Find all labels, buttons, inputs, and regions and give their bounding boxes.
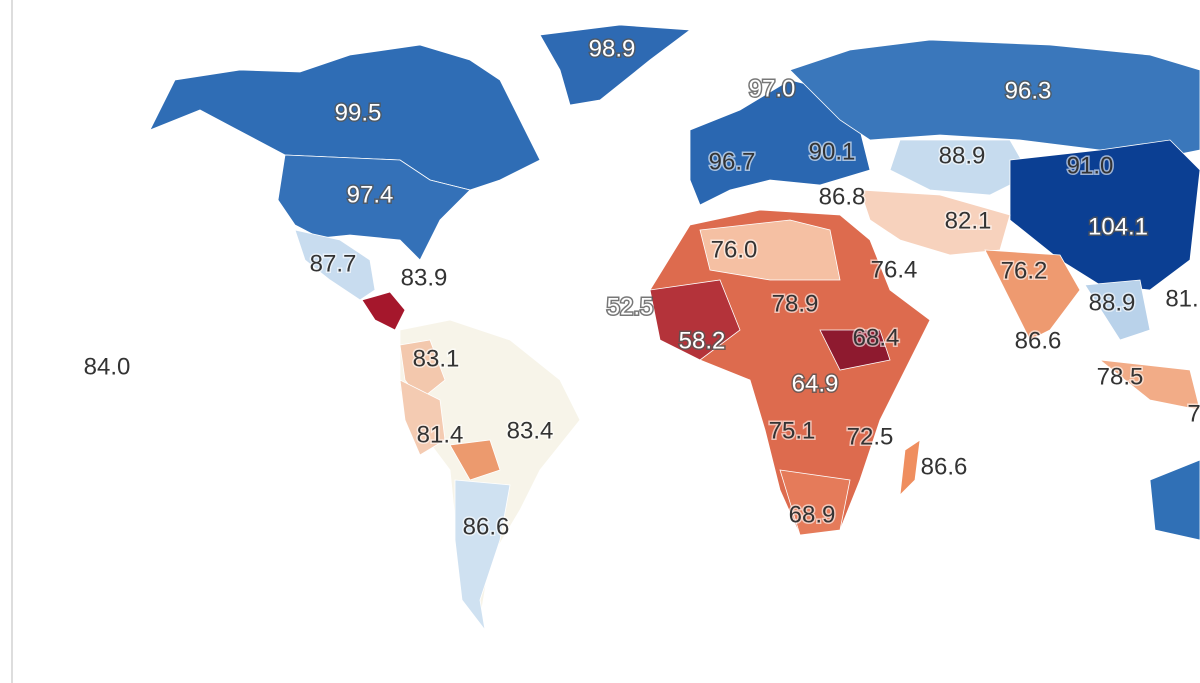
north-africa [699, 219, 841, 281]
west-africa [649, 279, 741, 361]
europe [689, 79, 871, 206]
value-label: 86.6 [1015, 327, 1062, 354]
bolivia [449, 439, 501, 481]
value-label: 90.1 [809, 138, 856, 165]
value-label: 98.9 [589, 35, 636, 62]
value-label: 88.9 [939, 142, 986, 169]
middle-east [859, 189, 1011, 256]
value-label: 104.1 [1088, 213, 1148, 240]
peru [399, 379, 446, 456]
value-label: 86.6 [463, 513, 510, 540]
sudan [819, 329, 891, 371]
value-label: 52.5 [607, 293, 654, 320]
value-label: 96.3 [1005, 77, 1052, 104]
value-label: 97.0 [749, 75, 796, 102]
central-asia [889, 139, 1031, 196]
value-label: 81. [1165, 285, 1198, 312]
value-label: 58.2 [679, 327, 726, 354]
madagascar [899, 439, 921, 497]
central-america [361, 291, 406, 331]
value-label: 99.5 [335, 99, 382, 126]
usa [277, 154, 471, 261]
regions [149, 24, 1200, 631]
value-label: 68.9 [789, 501, 836, 528]
value-label: 83.1 [413, 345, 460, 372]
value-label: 86.8 [819, 183, 866, 210]
argentina [454, 479, 511, 631]
value-label: 72.5 [847, 423, 894, 450]
colombia [399, 339, 446, 401]
value-label: 76.2 [1001, 257, 1048, 284]
value-label: 76.4 [871, 256, 918, 283]
value-label: 83.9 [401, 264, 448, 291]
southern-africa [779, 469, 851, 536]
india [984, 249, 1081, 341]
greenland [539, 24, 692, 106]
indonesia [1098, 359, 1200, 411]
value-label: 82.1 [945, 207, 992, 234]
value-label: 75.1 [769, 417, 816, 444]
value-label: 88.9 [1089, 289, 1136, 316]
value-label: 76.0 [711, 236, 758, 263]
canada [149, 44, 541, 191]
value-label: 68.4 [853, 324, 900, 351]
value-label: 97.4 [347, 181, 394, 208]
value-labels: 98.9 99.5 97.0 96.3 96.7 90.1 88.9 91.0 97.4 86.8… [82, 34, 1200, 542]
value-label: 78.9 [772, 290, 819, 317]
value-label: 84.0 [84, 353, 131, 380]
value-label: 78.5 [1097, 363, 1144, 390]
value-label: 91.0 [1067, 152, 1114, 179]
value-label: 64.9 [792, 370, 839, 397]
value-label: 7 [1187, 400, 1200, 427]
se-asia [1084, 279, 1151, 341]
value-label: 87.7 [310, 250, 357, 277]
value-label: 83.4 [507, 417, 554, 444]
china [1009, 139, 1200, 291]
value-label: 86.6 [921, 453, 968, 480]
value-label: 96.7 [709, 148, 756, 175]
australia [1149, 459, 1200, 541]
value-label: 81.4 [417, 421, 464, 448]
mexico [294, 229, 376, 301]
